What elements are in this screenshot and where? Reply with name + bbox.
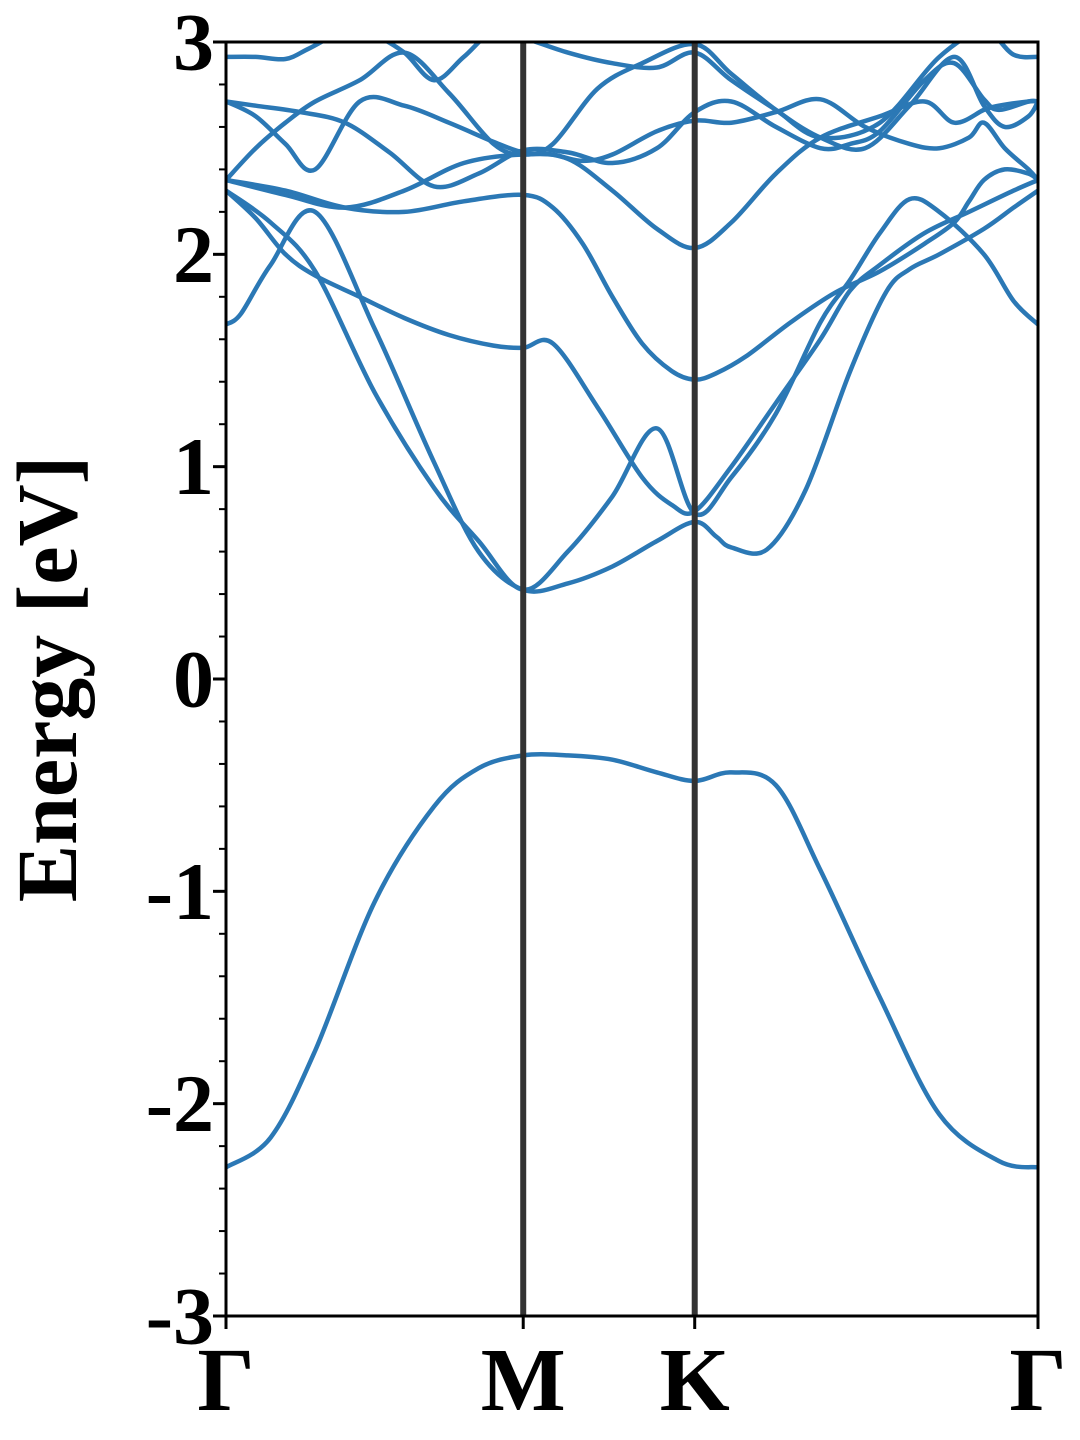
band-line-7 xyxy=(226,94,1038,183)
y-tick-label: -3 xyxy=(146,1271,214,1362)
band-line-1 xyxy=(226,752,1038,1170)
x-tick-label: K xyxy=(660,1331,730,1430)
band-line-3 xyxy=(226,188,1038,593)
y-tick-label: 2 xyxy=(173,209,214,300)
band-line-10 xyxy=(226,42,1038,141)
x-tick-label: M xyxy=(481,1331,566,1430)
high-symmetry-lines xyxy=(520,42,698,1316)
x-tick-label: Γ xyxy=(197,1331,254,1430)
y-tick-label: 3 xyxy=(173,0,214,88)
bands-layer xyxy=(226,42,1038,1170)
x-tick-label: Γ xyxy=(1009,1331,1066,1430)
y-axis-ticks: -3 -2 -1 0 1 2 3 xyxy=(146,0,226,1362)
band-line-6 xyxy=(226,98,1038,251)
y-tick-label: -1 xyxy=(146,846,214,937)
band-line-5 xyxy=(226,166,1038,382)
y-tick-label: 1 xyxy=(173,421,214,512)
y-tick-label: -2 xyxy=(146,1058,214,1149)
band-line-9 xyxy=(226,42,1038,183)
plot-frame xyxy=(224,40,1040,1318)
y-axis-label: Energy [eV] xyxy=(0,456,95,903)
band-line-4 xyxy=(226,177,1038,516)
band-line-2 xyxy=(226,188,1038,594)
y-tick-label: 0 xyxy=(173,634,214,725)
